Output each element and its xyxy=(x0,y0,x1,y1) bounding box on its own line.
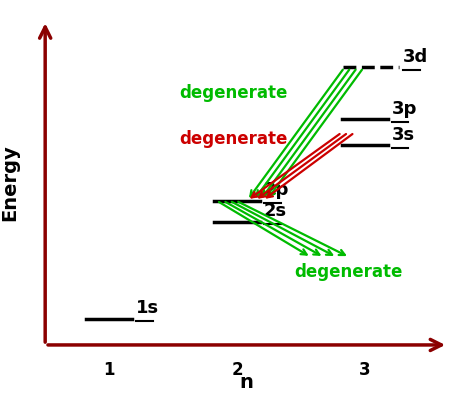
Text: 3s: 3s xyxy=(392,126,415,144)
Text: degenerate: degenerate xyxy=(294,263,403,281)
Text: 1s: 1s xyxy=(136,299,159,317)
Text: Energy: Energy xyxy=(0,144,19,221)
Text: 2p: 2p xyxy=(264,181,289,199)
Text: 2s: 2s xyxy=(264,202,287,220)
Text: 1: 1 xyxy=(103,361,115,379)
Text: 3d: 3d xyxy=(403,48,429,66)
Text: 3: 3 xyxy=(359,361,371,379)
Text: degenerate: degenerate xyxy=(179,84,288,102)
Text: 3p: 3p xyxy=(392,100,417,118)
Text: degenerate: degenerate xyxy=(179,130,288,148)
Text: 2: 2 xyxy=(231,361,243,379)
Text: n: n xyxy=(239,373,253,392)
